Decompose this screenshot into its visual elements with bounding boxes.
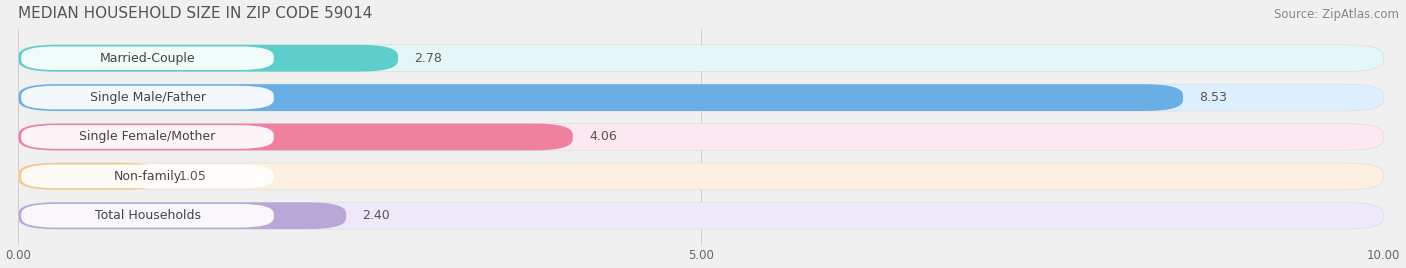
FancyBboxPatch shape bbox=[21, 125, 274, 149]
FancyBboxPatch shape bbox=[21, 86, 274, 109]
FancyBboxPatch shape bbox=[18, 45, 398, 72]
FancyBboxPatch shape bbox=[18, 84, 1182, 111]
Text: Married-Couple: Married-Couple bbox=[100, 52, 195, 65]
Text: Source: ZipAtlas.com: Source: ZipAtlas.com bbox=[1274, 8, 1399, 21]
Text: 2.78: 2.78 bbox=[415, 52, 443, 65]
Text: Single Male/Father: Single Male/Father bbox=[90, 91, 205, 104]
FancyBboxPatch shape bbox=[18, 202, 346, 229]
FancyBboxPatch shape bbox=[18, 163, 1384, 190]
FancyBboxPatch shape bbox=[18, 84, 1384, 111]
Text: 8.53: 8.53 bbox=[1199, 91, 1227, 104]
FancyBboxPatch shape bbox=[18, 202, 1384, 229]
Text: Single Female/Mother: Single Female/Mother bbox=[79, 131, 215, 143]
Text: MEDIAN HOUSEHOLD SIZE IN ZIP CODE 59014: MEDIAN HOUSEHOLD SIZE IN ZIP CODE 59014 bbox=[18, 6, 373, 21]
FancyBboxPatch shape bbox=[18, 45, 1384, 72]
FancyBboxPatch shape bbox=[21, 204, 274, 228]
Text: Total Households: Total Households bbox=[94, 209, 201, 222]
Text: 4.06: 4.06 bbox=[589, 131, 617, 143]
FancyBboxPatch shape bbox=[21, 165, 274, 188]
FancyBboxPatch shape bbox=[21, 46, 274, 70]
FancyBboxPatch shape bbox=[18, 124, 1384, 150]
Text: Non-family: Non-family bbox=[114, 170, 181, 183]
FancyBboxPatch shape bbox=[18, 163, 162, 190]
Text: 2.40: 2.40 bbox=[363, 209, 391, 222]
Text: 1.05: 1.05 bbox=[179, 170, 207, 183]
FancyBboxPatch shape bbox=[18, 124, 572, 150]
